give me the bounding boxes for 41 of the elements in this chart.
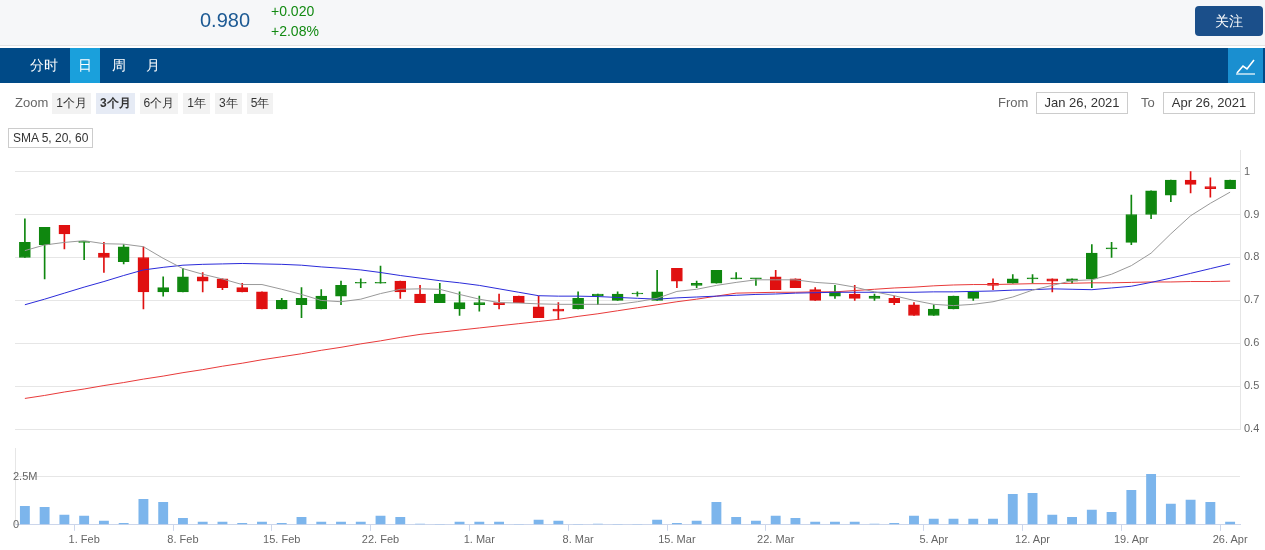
x-tick-label: 1. Mar	[463, 533, 496, 546]
text: From	[998, 95, 1029, 110]
text: 1年	[187, 96, 206, 110]
x-tick-label: 19. Apr	[1113, 533, 1150, 546]
text: 分时	[30, 57, 58, 73]
text: +0.020	[271, 3, 315, 19]
text: 1个月	[56, 96, 87, 110]
text: Apr 26, 2021	[1171, 95, 1247, 110]
y-tick-label: 2.5M	[13, 469, 38, 482]
x-tick-label: 12. Apr	[1015, 533, 1051, 546]
text: 3个月	[99, 96, 131, 110]
text: To	[1141, 95, 1155, 110]
text: 0.980	[200, 9, 251, 31]
x-tick-label: 8. Feb	[167, 533, 199, 546]
y-tick-label: 0	[13, 517, 20, 530]
x-tick-label: 22. Mar	[757, 533, 795, 546]
x-tick-label: 15. Feb	[263, 533, 301, 546]
x-tick-label: 26. Apr	[1212, 533, 1248, 546]
text: 5年	[250, 96, 270, 110]
y-tick-label: 0.4	[1244, 422, 1260, 435]
x-tick-label: 8. Mar	[562, 533, 595, 546]
text: 日	[78, 57, 92, 73]
x-tick-label: 22. Feb	[361, 533, 400, 546]
y-tick-label: 0.8	[1244, 250, 1260, 263]
y-tick-label: 0.6	[1244, 336, 1260, 349]
text: 6个月	[143, 96, 175, 110]
y-tick-label: 0.9	[1244, 207, 1260, 220]
x-tick-label: 15. Mar	[658, 533, 696, 546]
text: +2.08%	[271, 23, 319, 39]
text: 3年	[218, 96, 238, 110]
y-tick-label: 0.5	[1244, 379, 1260, 392]
y-tick-label: 0.7	[1244, 293, 1260, 306]
text: Jan 26, 2021	[1044, 95, 1120, 110]
x-tick-label: 1. Feb	[68, 533, 100, 546]
text: Zoom	[15, 95, 49, 110]
text: SMA 5, 20, 60	[8, 128, 94, 148]
text: 月	[146, 57, 160, 73]
x-tick-label: 5. Apr	[919, 533, 949, 546]
text: 关注	[1215, 13, 1243, 29]
y-tick-label: 1	[1244, 164, 1251, 177]
text: 周	[112, 57, 126, 73]
